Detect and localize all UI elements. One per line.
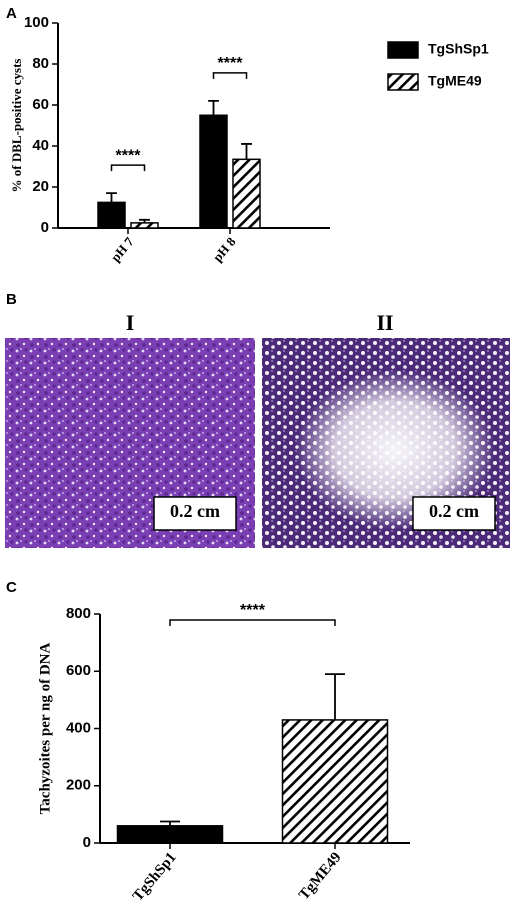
error-bar (208, 100, 219, 116)
y-tick-label: 100 (24, 14, 49, 31)
significance-bracket (110, 164, 146, 172)
y-tick-label: 20 (32, 178, 49, 195)
significance-label: **** (240, 602, 266, 619)
bar (232, 158, 261, 229)
panel-label: B (6, 291, 17, 308)
significance-label: **** (218, 55, 244, 72)
y-tick-label: 60 (32, 96, 49, 113)
image-panel: B I II 0.2 cm 0.2 cm (5, 291, 510, 548)
x-tick-label: pH 8 (210, 234, 239, 265)
scale-box (153, 496, 237, 531)
y-tick-label: 200 (66, 777, 91, 794)
bar (116, 825, 224, 844)
scale-box (412, 496, 496, 531)
y-tick-label: 800 (66, 605, 91, 622)
y-tick-label: 80 (32, 55, 49, 72)
y-tick-label: 400 (66, 719, 91, 736)
legend-swatch (387, 41, 419, 59)
scale-bar: 0.2 cm (170, 501, 220, 521)
error-bar (160, 820, 180, 826)
legend-swatch (387, 73, 419, 91)
bar (199, 114, 228, 229)
plaque (295, 370, 495, 530)
significance-label: **** (116, 147, 142, 164)
y-tick-label: 0 (41, 219, 49, 236)
y-tick-label: 600 (66, 662, 91, 679)
x-tick-label: TgShSp1 (130, 849, 180, 904)
y-axis-label: Tachyzoites per ng of DNA (37, 643, 53, 815)
image-title: II (376, 310, 393, 335)
y-tick-label: 40 (32, 137, 49, 154)
x-tick-label: TgME49 (296, 849, 345, 903)
legend-label: TgME49 (428, 73, 482, 89)
scale-bar: 0.2 cm (429, 501, 479, 521)
y-tick-label: 0 (83, 834, 91, 851)
significance-bracket (169, 619, 336, 626)
image-title: I (126, 310, 135, 335)
panel-label: A (6, 5, 17, 22)
legend-label: TgShSp1 (428, 41, 489, 57)
error-bar (139, 218, 150, 223)
error-bar (106, 192, 117, 203)
significance-bracket (212, 72, 248, 79)
bar (97, 201, 126, 229)
panel-label: C (6, 579, 17, 596)
error-bar (325, 673, 345, 720)
error-bar (241, 143, 252, 160)
bar (281, 719, 389, 844)
bar (130, 222, 159, 229)
x-tick-label: pH 7 (108, 234, 137, 265)
y-axis-label: % of DBL-positive cysts (9, 59, 24, 193)
